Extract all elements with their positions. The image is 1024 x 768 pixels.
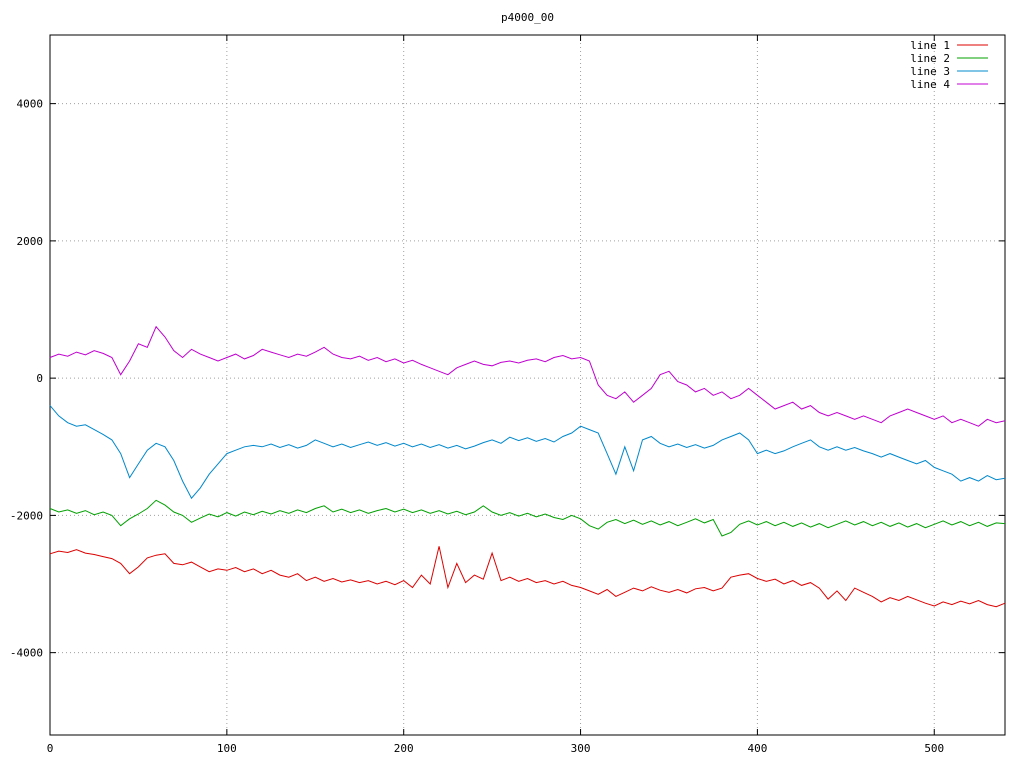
y-tick-label: 0: [36, 372, 43, 385]
chart-title: p4000_00: [501, 11, 554, 24]
series-line-3: [49, 405, 1006, 500]
series-line-1: [49, 546, 1006, 608]
y-tick-label: 2000: [17, 235, 44, 248]
x-tick-label: 100: [217, 742, 237, 755]
legend-label: line 3: [910, 65, 950, 78]
legend-label: line 1: [910, 39, 950, 52]
x-tick-label: 0: [47, 742, 54, 755]
y-tick-label: 4000: [17, 98, 44, 111]
x-tick-label: 200: [394, 742, 414, 755]
y-tick-label: -2000: [10, 509, 43, 522]
x-tick-label: 500: [924, 742, 944, 755]
plot-border: [49, 34, 1006, 736]
series-line-2: [49, 499, 1006, 537]
series-line-4: [49, 325, 1006, 427]
x-tick-label: 300: [571, 742, 591, 755]
y-tick-label: -4000: [10, 647, 43, 660]
legend-label: line 4: [910, 78, 950, 91]
x-tick-label: 400: [747, 742, 767, 755]
legend-label: line 2: [910, 52, 950, 65]
